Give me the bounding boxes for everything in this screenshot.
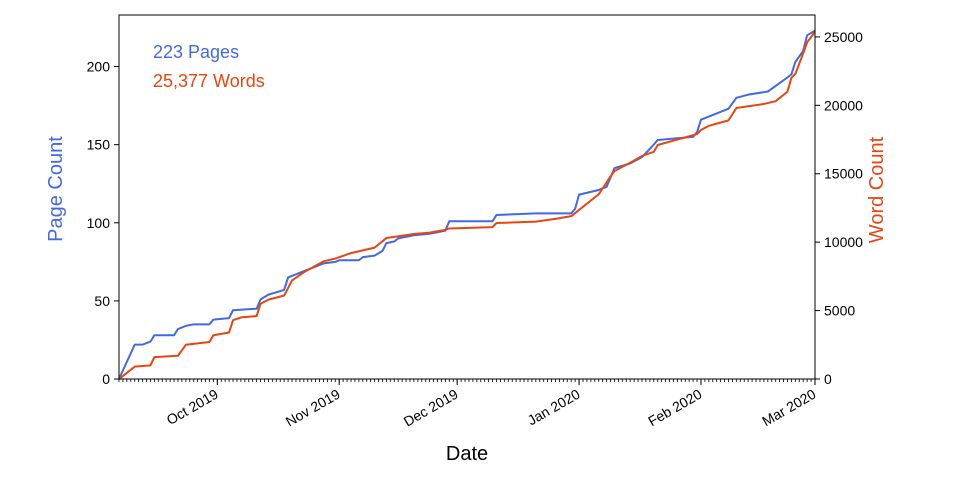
right-y-tick-label: 15000 xyxy=(824,166,863,182)
left-y-tick-label: 150 xyxy=(87,137,111,153)
right-y-tick-label: 25000 xyxy=(824,29,863,45)
plot-frame xyxy=(118,14,816,380)
left-y-tick-label: 50 xyxy=(94,293,110,309)
left-y-tick-label: 0 xyxy=(102,371,110,387)
series-line-words xyxy=(118,31,816,380)
pages-total-annotation: 223 Pages xyxy=(153,42,239,62)
right-y-tick-label: 5000 xyxy=(824,303,855,319)
right-y-axis-title: Word Count xyxy=(866,136,888,243)
x-tick-label: Dec 2019 xyxy=(401,386,461,430)
right-y-tick-label: 20000 xyxy=(824,97,863,113)
series-layer xyxy=(118,29,816,380)
x-tick-label: Oct 2019 xyxy=(164,386,221,428)
x-tick-label: Mar 2020 xyxy=(759,386,818,430)
left-y-tick-label: 200 xyxy=(87,59,111,75)
x-tick-label: Jan 2020 xyxy=(525,386,583,429)
x-axis-title: Date xyxy=(446,443,488,465)
series-line-pages xyxy=(118,29,816,380)
left-y-axis-title: Page Count xyxy=(45,136,67,242)
right-y-tick-label: 10000 xyxy=(824,234,863,250)
left-y-tick-label: 100 xyxy=(87,215,111,231)
x-tick-label: Feb 2020 xyxy=(645,386,704,430)
words-total-annotation: 25,377 Words xyxy=(153,71,265,91)
right-y-tick-label: 0 xyxy=(824,371,832,387)
x-tick-label: Nov 2019 xyxy=(283,386,343,430)
